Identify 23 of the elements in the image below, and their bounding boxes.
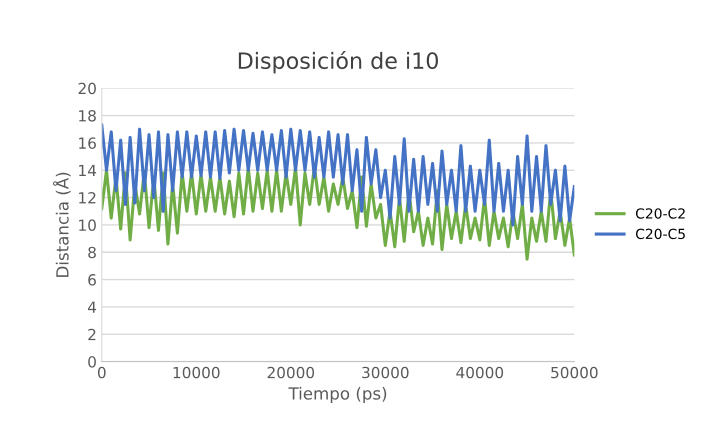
y-tick-label: 14 (79, 164, 96, 176)
legend-label: C20-C5 (636, 228, 685, 240)
y-tick-label: 6 (88, 274, 96, 286)
y-tick-label: 8 (88, 246, 96, 258)
y-tick-label: 16 (79, 137, 96, 149)
legend-label: C20-C2 (636, 208, 685, 219)
x-tick-label: 0 (98, 366, 106, 378)
x-tick-label: 30000 (362, 366, 409, 378)
y-tick-label: 10 (79, 219, 96, 231)
y-tick-label: 0 (88, 356, 96, 368)
x-tick-label: 50000 (551, 366, 598, 378)
y-tick-label: 20 (78, 82, 96, 94)
x-tick-label: 10000 (174, 366, 220, 378)
y-tick-label: 12 (79, 192, 96, 204)
y-tick-label: 18 (79, 110, 96, 122)
line-series (102, 124, 574, 226)
x-axis-title: Tiempo (ps) (288, 386, 386, 403)
x-tick-label: 20000 (268, 366, 314, 378)
y-axis-title: Distancia (Å) (52, 172, 71, 277)
y-tick-label: 4 (88, 302, 96, 313)
y-tick-label: 2 (88, 328, 96, 340)
chart-title: Disposición de i10 (238, 50, 438, 74)
x-tick-label: 40000 (456, 366, 504, 378)
